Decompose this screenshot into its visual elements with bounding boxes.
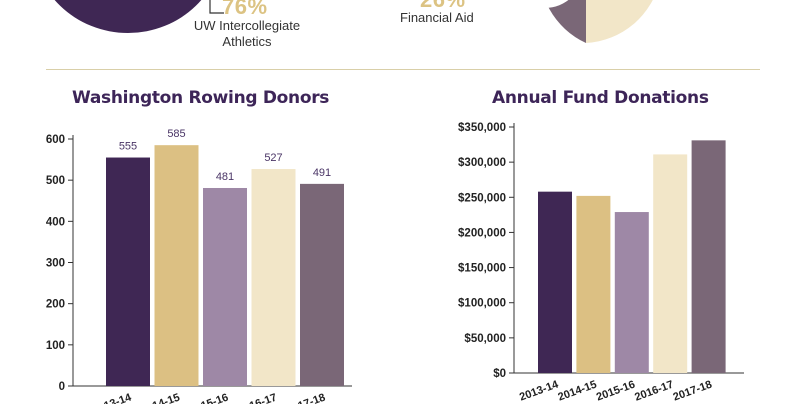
fund-x-tick-label: 2016-17 [633, 379, 675, 404]
rowing-donors-title: Washington Rowing Donors [72, 88, 330, 108]
donors-y-tick-label: 200 [46, 299, 65, 311]
fund-y-tick-label: $350,000 [458, 122, 506, 134]
donors-x-tick-label: 14-15 [151, 392, 182, 404]
donors-data-label: 555 [119, 141, 137, 153]
rowing-donors-chart: 0 100 200 300 400 500 600 555 13-14 585 14-15 481 15… [46, 128, 352, 404]
fund-y-tick-label: $300,000 [458, 157, 506, 169]
donors-bar [251, 169, 296, 386]
donors-bar [300, 183, 344, 386]
donors-y-tick-label: 300 [46, 258, 65, 270]
fund-x-tick-label: 2014-15 [556, 379, 598, 404]
left-pie-slice [54, 0, 202, 33]
fund-y-tick-label: $50,000 [464, 333, 506, 345]
donors-bar [154, 145, 199, 386]
fund-y-tick-label: $100,000 [458, 298, 506, 310]
right-pie-label: Financial Aid [400, 10, 474, 25]
fund-bar [691, 140, 726, 373]
donors-data-label: 585 [167, 128, 185, 140]
left-pie-label: UW Intercollegiate Athletics [180, 18, 314, 50]
right-pie-hole [521, 0, 569, 8]
fund-bar [653, 154, 688, 373]
fund-bar [538, 191, 572, 373]
right-pie-slice-cream [586, 0, 653, 43]
left-pie-leader-line [209, 0, 224, 14]
annual-fund-title: Annual Fund Donations [492, 88, 709, 108]
left-pie-percent: 76% [222, 0, 268, 19]
right-pie [521, 0, 653, 43]
left-pie-label-line2: Athletics [222, 34, 272, 49]
left-pie-label-line1: UW Intercollegiate [193, 18, 301, 33]
fund-y-tick-label: $200,000 [458, 227, 506, 239]
donors-y-tick-label: 600 [46, 134, 65, 146]
right-pie-slice-large [545, 0, 586, 43]
fund-y-tick-label: $250,000 [458, 192, 506, 204]
donors-x-tick-label: 17-18 [296, 392, 327, 404]
donors-data-label: 527 [264, 152, 282, 164]
donors-bar [106, 157, 150, 386]
fund-x-tick-label: 2013-14 [518, 378, 561, 403]
fund-x-tick-label: 2017-18 [672, 379, 714, 404]
right-pie-percent: 26% [420, 0, 466, 13]
annual-fund-chart: $0 $50,000 $100,000 $150,000 $200,000 $250,00… [458, 122, 744, 404]
fund-y-tick-label: $150,000 [458, 263, 506, 275]
fund-bar [576, 195, 611, 373]
donors-y-tick-label: 0 [59, 381, 65, 393]
donors-data-label: 491 [313, 167, 331, 179]
pie-fragments [54, 0, 653, 43]
donors-x-tick-label: 16-17 [248, 392, 279, 404]
donors-y-tick-label: 100 [46, 340, 65, 352]
fund-x-tick-label: 2015-16 [595, 379, 637, 404]
donors-bar [203, 187, 247, 386]
fund-y-tick-label: $0 [493, 368, 506, 380]
donors-data-label: 481 [216, 171, 234, 183]
donors-x-tick-label: 15-16 [199, 392, 230, 404]
donors-x-tick-label: 13-14 [102, 391, 133, 404]
section-divider [46, 69, 760, 70]
fund-bar [614, 212, 649, 373]
donors-y-tick-label: 500 [46, 175, 65, 187]
donors-y-tick-label: 400 [46, 216, 65, 228]
